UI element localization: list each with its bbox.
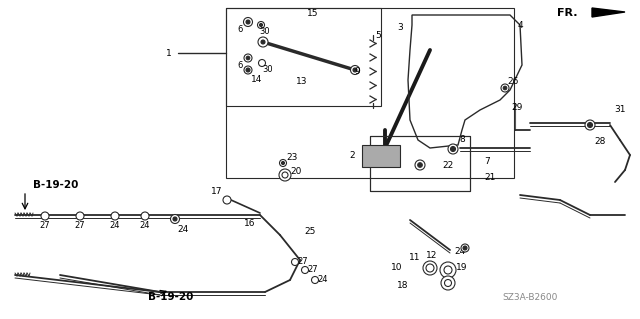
Bar xyxy=(370,136,470,191)
Text: 15: 15 xyxy=(307,10,319,19)
Text: SZ3A-B2600: SZ3A-B2600 xyxy=(502,293,557,302)
Text: FR.: FR. xyxy=(557,8,578,18)
Circle shape xyxy=(244,54,252,62)
Text: 19: 19 xyxy=(456,263,468,272)
Circle shape xyxy=(282,161,285,165)
Circle shape xyxy=(301,266,308,273)
Text: 25: 25 xyxy=(304,227,316,236)
Text: 29: 29 xyxy=(511,102,523,112)
Bar xyxy=(226,8,381,106)
Text: 22: 22 xyxy=(442,160,454,169)
Text: 30: 30 xyxy=(262,65,273,75)
Circle shape xyxy=(503,86,507,90)
Circle shape xyxy=(257,21,264,28)
Text: 6: 6 xyxy=(237,26,243,34)
Text: 1: 1 xyxy=(166,48,172,57)
Text: 24: 24 xyxy=(109,221,120,231)
Circle shape xyxy=(441,276,455,290)
Circle shape xyxy=(261,40,265,44)
Circle shape xyxy=(246,20,250,24)
Text: 4: 4 xyxy=(517,20,523,29)
Circle shape xyxy=(41,212,49,220)
Text: 24: 24 xyxy=(454,248,466,256)
Circle shape xyxy=(170,214,179,224)
Circle shape xyxy=(501,84,509,92)
Text: 9: 9 xyxy=(355,68,360,77)
Circle shape xyxy=(351,65,360,75)
Circle shape xyxy=(111,212,119,220)
Polygon shape xyxy=(592,8,625,17)
Circle shape xyxy=(444,266,452,274)
Text: 27: 27 xyxy=(40,221,51,231)
Text: B-19-20: B-19-20 xyxy=(33,180,78,190)
Text: 30: 30 xyxy=(260,27,270,36)
Text: B-19-20: B-19-20 xyxy=(148,292,193,302)
Circle shape xyxy=(279,169,291,181)
Bar xyxy=(362,145,400,167)
Circle shape xyxy=(244,66,252,74)
Circle shape xyxy=(280,160,287,167)
Text: 11: 11 xyxy=(409,254,420,263)
Text: 26: 26 xyxy=(508,78,518,86)
Text: 27: 27 xyxy=(298,257,308,266)
Circle shape xyxy=(282,172,288,178)
Bar xyxy=(370,136,470,191)
Text: 24: 24 xyxy=(317,276,328,285)
Text: 12: 12 xyxy=(426,251,438,261)
Text: 2: 2 xyxy=(349,152,355,160)
Circle shape xyxy=(141,212,149,220)
Circle shape xyxy=(353,68,357,72)
Circle shape xyxy=(588,122,593,128)
Circle shape xyxy=(461,244,469,252)
Text: 20: 20 xyxy=(291,167,301,176)
Text: 14: 14 xyxy=(252,76,262,85)
Text: 24: 24 xyxy=(177,226,189,234)
Text: 24: 24 xyxy=(140,221,150,231)
Text: 17: 17 xyxy=(211,188,222,197)
Circle shape xyxy=(259,24,262,26)
Text: 27: 27 xyxy=(308,265,318,275)
Circle shape xyxy=(415,160,425,170)
Circle shape xyxy=(243,18,253,26)
Text: 23: 23 xyxy=(286,153,298,162)
Bar xyxy=(226,8,514,178)
Circle shape xyxy=(76,212,84,220)
Circle shape xyxy=(440,262,456,278)
Text: 28: 28 xyxy=(595,137,605,146)
Circle shape xyxy=(585,120,595,130)
Text: 18: 18 xyxy=(397,280,408,290)
Circle shape xyxy=(246,56,250,60)
Circle shape xyxy=(258,37,268,47)
Circle shape xyxy=(423,261,437,275)
Circle shape xyxy=(312,277,319,284)
Text: 8: 8 xyxy=(459,136,465,145)
Text: 27: 27 xyxy=(75,221,85,231)
Text: 10: 10 xyxy=(390,263,402,272)
Circle shape xyxy=(426,264,434,272)
Text: 7: 7 xyxy=(484,158,490,167)
Circle shape xyxy=(246,68,250,72)
Text: 16: 16 xyxy=(244,219,256,228)
Text: 21: 21 xyxy=(484,174,496,182)
Circle shape xyxy=(451,146,456,152)
Circle shape xyxy=(417,162,422,167)
Circle shape xyxy=(445,279,451,286)
Circle shape xyxy=(448,144,458,154)
Text: 6: 6 xyxy=(237,61,243,70)
Circle shape xyxy=(223,196,231,204)
Circle shape xyxy=(291,258,298,265)
Text: 5: 5 xyxy=(375,32,381,41)
Circle shape xyxy=(259,60,266,66)
Text: 31: 31 xyxy=(614,106,626,115)
Text: 13: 13 xyxy=(296,78,308,86)
Circle shape xyxy=(173,217,177,221)
Text: 3: 3 xyxy=(397,24,403,33)
Circle shape xyxy=(463,246,467,250)
